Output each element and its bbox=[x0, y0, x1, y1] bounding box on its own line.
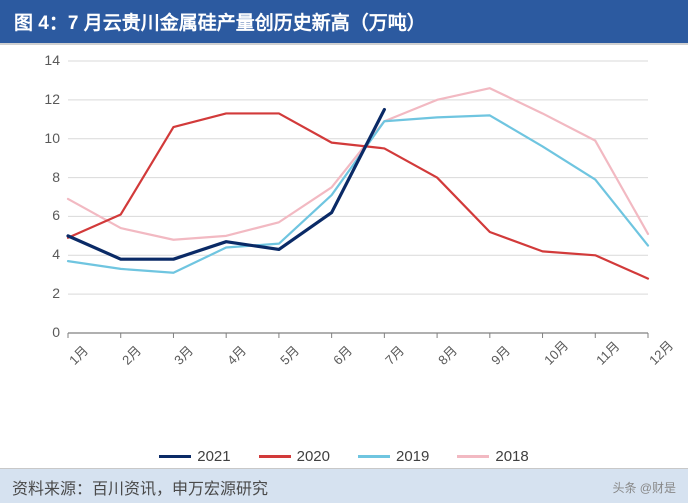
y-tick-label: 12 bbox=[14, 91, 60, 107]
legend: 2021 2020 2019 2018 bbox=[0, 448, 688, 465]
legend-item: 2021 bbox=[159, 448, 230, 465]
root: 图 4：7 月云贵川金属硅产量创历史新高（万吨） 02468101214 1月2… bbox=[0, 0, 688, 503]
chart-title-bar: 图 4：7 月云贵川金属硅产量创历史新高（万吨） bbox=[0, 0, 688, 45]
y-tick-label: 10 bbox=[14, 130, 60, 146]
legend-label: 2018 bbox=[495, 448, 528, 465]
legend-swatch bbox=[159, 455, 191, 458]
y-tick-label: 4 bbox=[14, 246, 60, 262]
legend-item: 2020 bbox=[259, 448, 330, 465]
source-text: 资料来源：百川资讯，申万宏源研究 bbox=[12, 475, 268, 499]
legend-swatch bbox=[358, 455, 390, 458]
legend-label: 2019 bbox=[396, 448, 429, 465]
legend-swatch bbox=[259, 455, 291, 458]
chart-area: 02468101214 1月2月3月4月5月6月7月8月9月10月11月12月 bbox=[14, 51, 674, 431]
y-tick-label: 14 bbox=[14, 52, 60, 68]
chart-title: 图 4：7 月云贵川金属硅产量创历史新高（万吨） bbox=[14, 13, 426, 34]
watermark: 头条 @财是 bbox=[612, 479, 676, 496]
footer: 资料来源：百川资讯，申万宏源研究 头条 @财是 bbox=[0, 468, 688, 503]
y-tick-label: 8 bbox=[14, 169, 60, 185]
legend-item: 2019 bbox=[358, 448, 429, 465]
legend-swatch bbox=[457, 455, 489, 458]
legend-label: 2020 bbox=[297, 448, 330, 465]
y-tick-label: 2 bbox=[14, 285, 60, 301]
legend-item: 2018 bbox=[457, 448, 528, 465]
y-tick-label: 0 bbox=[14, 324, 60, 340]
legend-label: 2021 bbox=[197, 448, 230, 465]
y-tick-label: 6 bbox=[14, 207, 60, 223]
line-chart bbox=[14, 51, 674, 431]
